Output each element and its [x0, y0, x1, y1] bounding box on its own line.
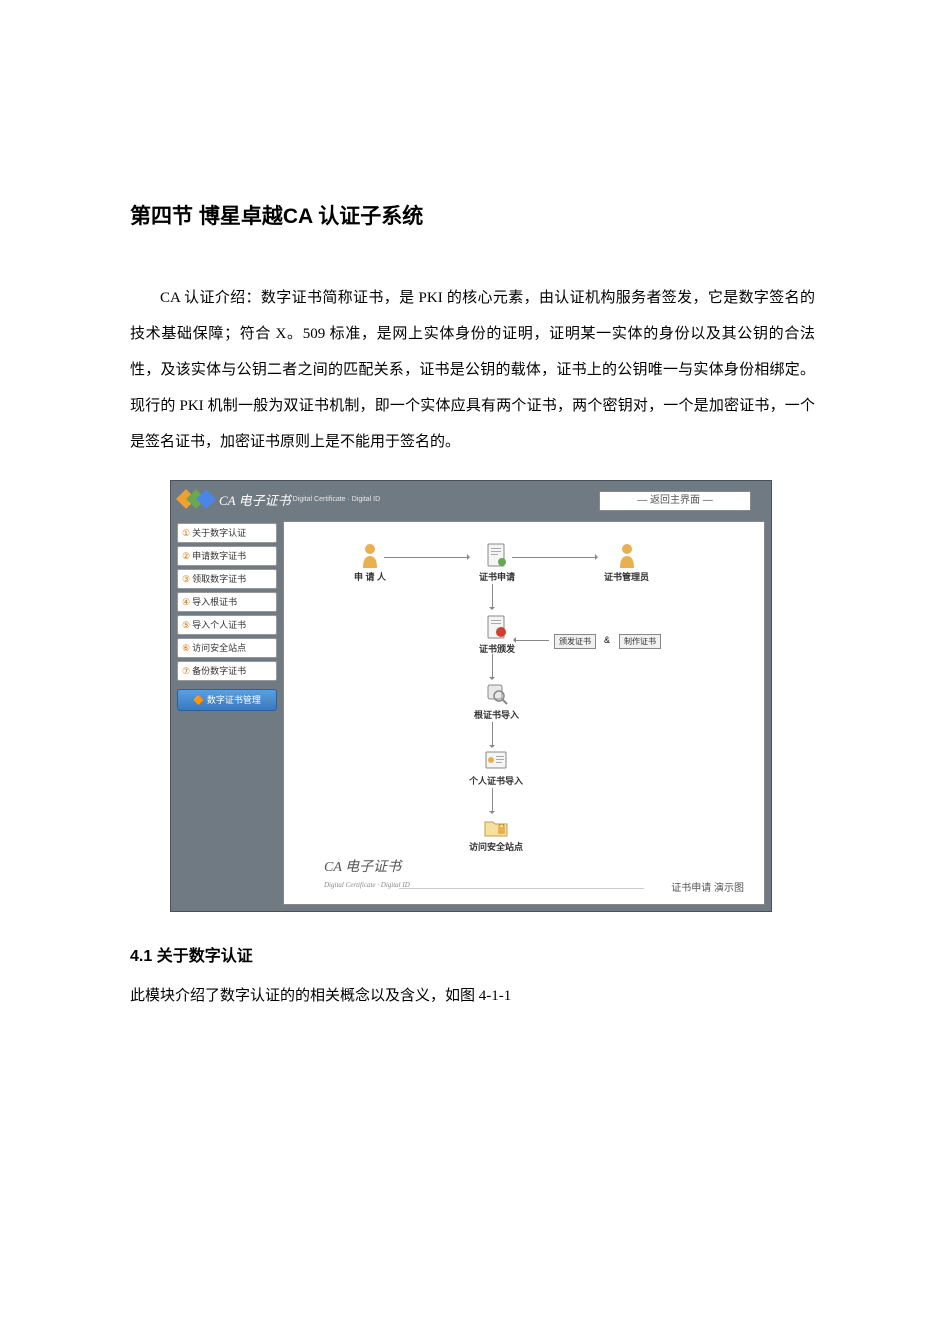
subsection-title: 4.1 关于数字认证	[130, 942, 815, 966]
certificate-icon	[469, 750, 523, 772]
flow-issue-cert-box: 颁发证书	[554, 634, 596, 649]
arrow	[492, 584, 493, 609]
logo-icon	[181, 492, 211, 506]
ca-app-window: CA 电子证书 Digital Certificate · Digital ID…	[170, 480, 772, 912]
cert-management-button[interactable]: 🔶 数字证书管理	[177, 689, 277, 711]
sidebar-item-visit-secure[interactable]: ⑥访问安全站点	[177, 638, 277, 658]
arrow	[492, 722, 493, 747]
app-screenshot: CA 电子证书 Digital Certificate · Digital ID…	[170, 480, 770, 912]
arrow	[492, 788, 493, 813]
app-header: CA 电子证书 Digital Certificate · Digital ID…	[171, 481, 771, 517]
return-main-button[interactable]: — 返回主界面 —	[599, 491, 751, 511]
person-icon	[354, 542, 386, 568]
flow-cert-admin: 证书管理员	[604, 542, 649, 583]
sidebar-item-apply[interactable]: ②申请数字证书	[177, 546, 277, 566]
sidebar-item-backup[interactable]: ⑦备份数字证书	[177, 661, 277, 681]
section-title: 第四节 博星卓越CA 认证子系统	[130, 200, 815, 230]
subsection-text: 此模块介绍了数字认证的的相关概念以及含义，如图 4-1-1	[130, 981, 815, 1011]
ampersand: &	[604, 635, 610, 645]
footer-divider	[399, 888, 644, 889]
flow-visit-secure: 访问安全站点	[469, 816, 523, 853]
flow-root-import: 根证书导入	[474, 682, 519, 721]
flow-cert-issue: 证书颁发	[479, 614, 515, 655]
flow-make-cert-box: 制作证书	[619, 634, 661, 649]
sidebar: ①关于数字认证 ②申请数字证书 ③领取数字证书 ④导入根证书 ⑤导入个人证书 ⑥…	[171, 517, 283, 911]
sidebar-item-import-personal[interactable]: ⑤导入个人证书	[177, 615, 277, 635]
sidebar-item-import-root[interactable]: ④导入根证书	[177, 592, 277, 612]
admin-icon	[604, 542, 649, 568]
arrow	[384, 557, 469, 558]
document-icon	[479, 542, 515, 568]
flow-applicant: 申 请 人	[354, 542, 386, 583]
arrow	[492, 654, 493, 679]
logo-subtitle: Digital Certificate · Digital ID	[293, 496, 381, 503]
footer-caption: 证书申请 演示图	[671, 879, 744, 894]
flowchart-panel: 申 请 人 证书申请 证书管理员	[283, 521, 765, 905]
intro-paragraph: CA 认证介绍：数字证书简称证书，是 PKI 的核心元素，由认证机构服务者签发，…	[130, 280, 815, 460]
footer-logo: CA 电子证书 Digital Certificate · Digital ID	[324, 856, 410, 892]
flow-personal-import: 个人证书导入	[469, 750, 523, 787]
arrow	[514, 640, 549, 641]
logo-text: CA 电子证书	[219, 490, 291, 509]
folder-lock-icon	[469, 816, 523, 838]
sidebar-item-receive[interactable]: ③领取数字证书	[177, 569, 277, 589]
sidebar-item-about[interactable]: ①关于数字认证	[177, 523, 277, 543]
magnifier-icon	[474, 682, 519, 706]
flow-cert-apply: 证书申请	[479, 542, 515, 583]
arrow	[512, 557, 597, 558]
